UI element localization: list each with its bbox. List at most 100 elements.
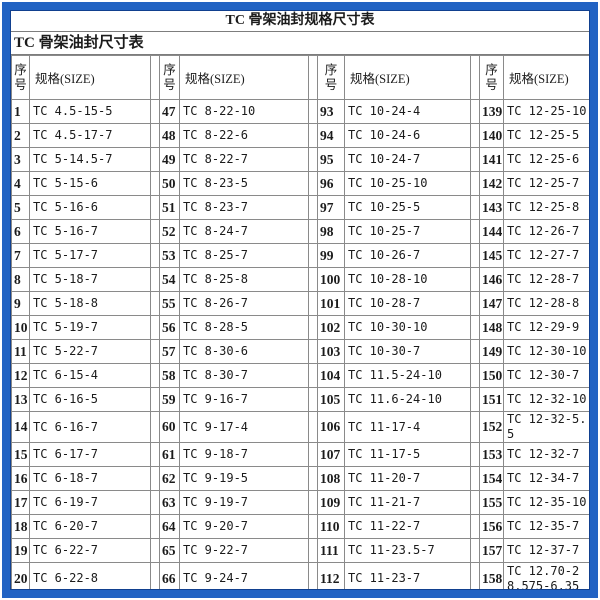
column-spacer bbox=[150, 291, 160, 316]
column-spacer bbox=[150, 195, 160, 220]
serial-number-cell: 55 bbox=[159, 291, 180, 316]
column-spacer bbox=[470, 442, 480, 467]
column-spacer bbox=[150, 363, 160, 388]
column-spacer bbox=[470, 171, 480, 196]
serial-number-cell: 15 bbox=[11, 442, 30, 467]
table-row: 16 TC 6-18-7 62 TC 9-19-5 108 TC 11-20-7 154 TC… bbox=[11, 466, 589, 491]
size-cell: TC 10-25-5 bbox=[344, 195, 471, 220]
serial-number-cell: 145 bbox=[479, 243, 504, 268]
serial-number-cell: 18 bbox=[11, 514, 30, 539]
column-spacer bbox=[470, 411, 480, 443]
column-spacer bbox=[470, 363, 480, 388]
size-cell: TC 10-25-10 bbox=[344, 171, 471, 196]
spec-sheet: TC 骨架油封规格尺寸表 TC 骨架油封尺寸表 序号 规格(SIZE) 序号 规… bbox=[10, 10, 590, 590]
size-cell: TC 9-24-7 bbox=[179, 562, 309, 589]
column-spacer bbox=[150, 562, 160, 589]
sheet-subtitle: TC 骨架油封尺寸表 bbox=[11, 32, 589, 55]
serial-number-cell: 2 bbox=[11, 123, 30, 148]
size-cell: TC 9-16-7 bbox=[179, 387, 309, 412]
serial-number-cell: 107 bbox=[317, 442, 345, 467]
size-cell: TC 9-19-7 bbox=[179, 490, 309, 515]
column-spacer bbox=[308, 514, 318, 539]
size-cell: TC 11-22-7 bbox=[344, 514, 471, 539]
col-header-index: 序号 bbox=[479, 55, 504, 100]
table-row: 8 TC 5-18-7 54 TC 8-25-8 100 TC 10-28-10 146 TC… bbox=[11, 267, 589, 292]
table-row: 15 TC 6-17-7 61 TC 9-18-7 107 TC 11-17-5 153 TC… bbox=[11, 442, 589, 467]
size-cell: TC 6-20-7 bbox=[29, 514, 151, 539]
size-cell: TC 6-16-5 bbox=[29, 387, 151, 412]
serial-number-cell: 14 bbox=[11, 411, 30, 443]
size-cell: TC 8-22-7 bbox=[179, 147, 309, 172]
table-row: 13 TC 6-16-5 59 TC 9-16-7 105 TC 11.6-24-10 15… bbox=[11, 387, 589, 412]
size-cell: TC 12-32-10 bbox=[503, 387, 589, 412]
column-spacer bbox=[308, 55, 318, 100]
serial-number-cell: 52 bbox=[159, 219, 180, 244]
serial-number-cell: 102 bbox=[317, 315, 345, 340]
size-cell: TC 10-30-10 bbox=[344, 315, 471, 340]
serial-number-cell: 4 bbox=[11, 171, 30, 196]
column-spacer bbox=[150, 99, 160, 124]
size-cell: TC 11-20-7 bbox=[344, 466, 471, 491]
size-cell: TC 5-22-7 bbox=[29, 339, 151, 364]
serial-number-cell: 11 bbox=[11, 339, 30, 364]
table-row: 4 TC 5-15-6 50 TC 8-23-5 96 TC 10-25-10 142 TC … bbox=[11, 171, 589, 196]
size-cell: TC 12-27-7 bbox=[503, 243, 589, 268]
serial-number-cell: 105 bbox=[317, 387, 345, 412]
column-spacer bbox=[150, 123, 160, 148]
column-spacer bbox=[150, 411, 160, 443]
serial-number-cell: 59 bbox=[159, 387, 180, 412]
serial-number-cell: 143 bbox=[479, 195, 504, 220]
size-cell: TC 9-22-7 bbox=[179, 538, 309, 563]
column-spacer bbox=[308, 339, 318, 364]
table-row: 6 TC 5-16-7 52 TC 8-24-7 98 TC 10-25-7 144 TC 1… bbox=[11, 219, 589, 244]
size-cell: TC 8-30-6 bbox=[179, 339, 309, 364]
column-spacer bbox=[150, 171, 160, 196]
serial-number-cell: 49 bbox=[159, 147, 180, 172]
size-cell: TC 8-22-6 bbox=[179, 123, 309, 148]
column-spacer bbox=[470, 147, 480, 172]
size-cell: TC 11-21-7 bbox=[344, 490, 471, 515]
column-spacer bbox=[308, 99, 318, 124]
serial-number-cell: 5 bbox=[11, 195, 30, 220]
serial-number-cell: 139 bbox=[479, 99, 504, 124]
column-spacer bbox=[308, 387, 318, 412]
serial-number-cell: 58 bbox=[159, 363, 180, 388]
table-row: 1 TC 4.5-15-5 47 TC 8-22-10 93 TC 10-24-4 139 T… bbox=[11, 99, 589, 124]
size-cell: TC 5-18-8 bbox=[29, 291, 151, 316]
page-title: TC 骨架油封规格尺寸表 bbox=[11, 11, 589, 32]
serial-number-cell: 1 bbox=[11, 99, 30, 124]
serial-number-cell: 63 bbox=[159, 490, 180, 515]
serial-number-cell: 153 bbox=[479, 442, 504, 467]
col-header-size: 规格(SIZE) bbox=[29, 55, 151, 100]
serial-number-cell: 146 bbox=[479, 267, 504, 292]
column-spacer bbox=[150, 315, 160, 340]
column-spacer bbox=[150, 490, 160, 515]
column-spacer bbox=[470, 538, 480, 563]
serial-number-cell: 57 bbox=[159, 339, 180, 364]
column-spacer bbox=[150, 267, 160, 292]
column-spacer bbox=[470, 219, 480, 244]
column-spacer bbox=[308, 562, 318, 589]
column-spacer bbox=[308, 363, 318, 388]
column-spacer bbox=[150, 55, 160, 100]
size-cell: TC 9-18-7 bbox=[179, 442, 309, 467]
size-cell: TC 11-17-4 bbox=[344, 411, 471, 443]
size-cell: TC 5-14.5-7 bbox=[29, 147, 151, 172]
serial-number-cell: 144 bbox=[479, 219, 504, 244]
serial-number-cell: 157 bbox=[479, 538, 504, 563]
col-header-index: 序号 bbox=[159, 55, 180, 100]
column-spacer bbox=[470, 291, 480, 316]
serial-number-cell: 19 bbox=[11, 538, 30, 563]
size-cell: TC 5-16-6 bbox=[29, 195, 151, 220]
table-row: 17 TC 6-19-7 63 TC 9-19-7 109 TC 11-21-7 155 TC… bbox=[11, 490, 589, 515]
serial-number-cell: 111 bbox=[317, 538, 345, 563]
serial-number-cell: 108 bbox=[317, 466, 345, 491]
table-row: 12 TC 6-15-4 58 TC 8-30-7 104 TC 11.5-24-10 15… bbox=[11, 363, 589, 388]
col-header-size: 规格(SIZE) bbox=[344, 55, 471, 100]
serial-number-cell: 142 bbox=[479, 171, 504, 196]
size-cell: TC 12-35-10 bbox=[503, 490, 589, 515]
size-cell: TC 12-25-5 bbox=[503, 123, 589, 148]
serial-number-cell: 151 bbox=[479, 387, 504, 412]
column-spacer bbox=[308, 466, 318, 491]
table-row: 14 TC 6-16-7 60 TC 9-17-4 106 TC 11-17-4 152 TC… bbox=[11, 411, 589, 443]
